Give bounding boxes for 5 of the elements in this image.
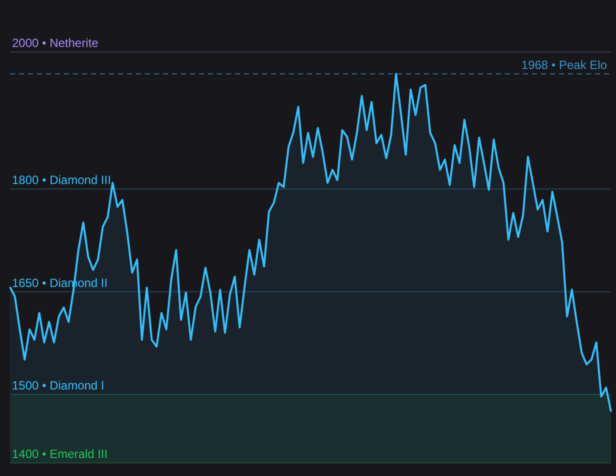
y-tick-label: 1800 • Diamond III [12, 173, 111, 187]
y-tick-label: 2000 • Netherite [12, 36, 99, 50]
y-tick-label: 1500 • Diamond I [12, 378, 104, 392]
ref-line-label: 1968 • Peak Elo [521, 58, 608, 72]
y-tick-label: 1400 • Emerald III [12, 447, 108, 461]
